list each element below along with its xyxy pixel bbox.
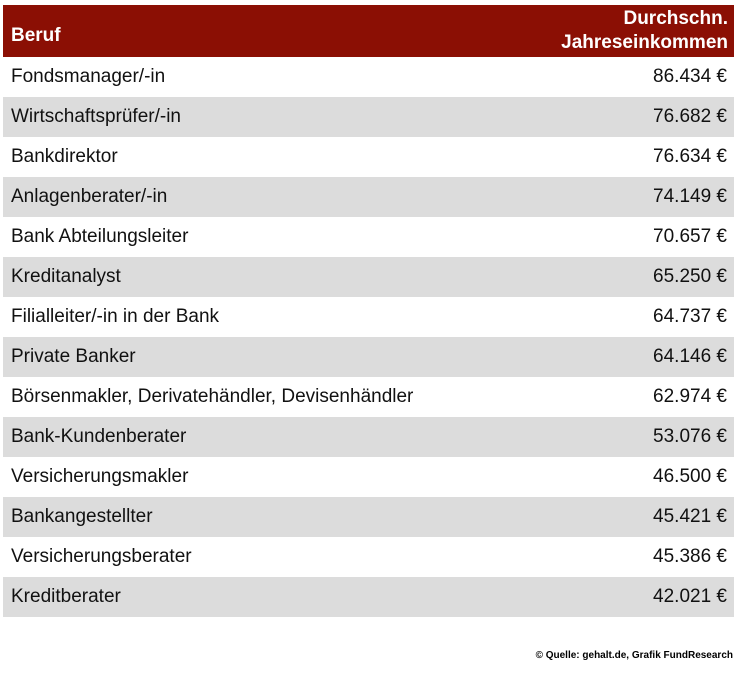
source-attribution: © Quelle: gehalt.de, Grafik FundResearch xyxy=(535,650,733,661)
table-row: Versicherungsberater 45.386 € xyxy=(3,537,734,577)
table-row: Bankangestellter 45.421 € xyxy=(3,497,734,537)
income-value: 70.657 € xyxy=(653,226,727,247)
table-row: Börsenmakler, Derivatehändler, Devisenhä… xyxy=(3,377,734,417)
income-value: 76.634 € xyxy=(653,146,727,167)
income-value: 86.434 € xyxy=(653,66,727,87)
profession-label: Private Banker xyxy=(11,346,136,367)
table-row: Anlagenberater/-in 74.149 € xyxy=(3,177,734,217)
table-row: Kreditberater 42.021 € xyxy=(3,577,734,617)
income-value: 74.149 € xyxy=(653,186,727,207)
profession-label: Bankdirektor xyxy=(11,146,118,167)
profession-label: Fondsmanager/-in xyxy=(11,66,166,87)
profession-label: Börsenmakler, Derivatehändler, Devisenhä… xyxy=(11,386,414,407)
table-row: Bank-Kundenberater 53.076 € xyxy=(3,417,734,457)
income-value: 45.421 € xyxy=(653,506,727,527)
table-header: Beruf Durchschn. Jahreseinkommen xyxy=(3,5,734,57)
income-value: 45.386 € xyxy=(653,546,727,567)
header-income: Durchschn. Jahreseinkommen xyxy=(561,8,728,53)
profession-label: Bankangestellter xyxy=(11,506,153,527)
profession-label: Filialleiter/-in in der Bank xyxy=(11,306,220,327)
profession-label: Kreditanalyst xyxy=(11,266,121,287)
table-row: Bankdirektor 76.634 € xyxy=(3,137,734,177)
header-profession: Beruf xyxy=(11,25,61,46)
income-value: 46.500 € xyxy=(653,466,727,487)
profession-label: Bank Abteilungsleiter xyxy=(11,226,189,247)
table-row: Versicherungsmakler 46.500 € xyxy=(3,457,734,497)
table-row: Kreditanalyst 65.250 € xyxy=(3,257,734,297)
income-value: 42.021 € xyxy=(653,586,727,607)
income-value: 62.974 € xyxy=(653,386,727,407)
income-value: 53.076 € xyxy=(653,426,727,447)
income-table: Beruf Durchschn. Jahreseinkommen Fondsma… xyxy=(3,5,734,617)
table-row: Private Banker 64.146 € xyxy=(3,337,734,377)
table-body: Fondsmanager/-in 86.434 € Wirtschaftsprü… xyxy=(3,57,734,617)
profession-label: Versicherungsmakler xyxy=(11,466,189,487)
table-row: Bank Abteilungsleiter 70.657 € xyxy=(3,217,734,257)
income-value: 76.682 € xyxy=(653,106,727,127)
profession-label: Anlagenberater/-in xyxy=(11,186,168,207)
profession-label: Wirtschaftsprüfer/-in xyxy=(11,106,181,127)
table-row: Wirtschaftsprüfer/-in 76.682 € xyxy=(3,97,734,137)
profession-label: Versicherungsberater xyxy=(11,546,192,567)
table-row: Fondsmanager/-in 86.434 € xyxy=(3,57,734,97)
income-value: 65.250 € xyxy=(653,266,727,287)
income-value: 64.737 € xyxy=(653,306,727,327)
profession-label: Kreditberater xyxy=(11,586,121,607)
table-row: Filialleiter/-in in der Bank 64.737 € xyxy=(3,297,734,337)
profession-label: Bank-Kundenberater xyxy=(11,426,187,447)
income-value: 64.146 € xyxy=(653,346,727,367)
